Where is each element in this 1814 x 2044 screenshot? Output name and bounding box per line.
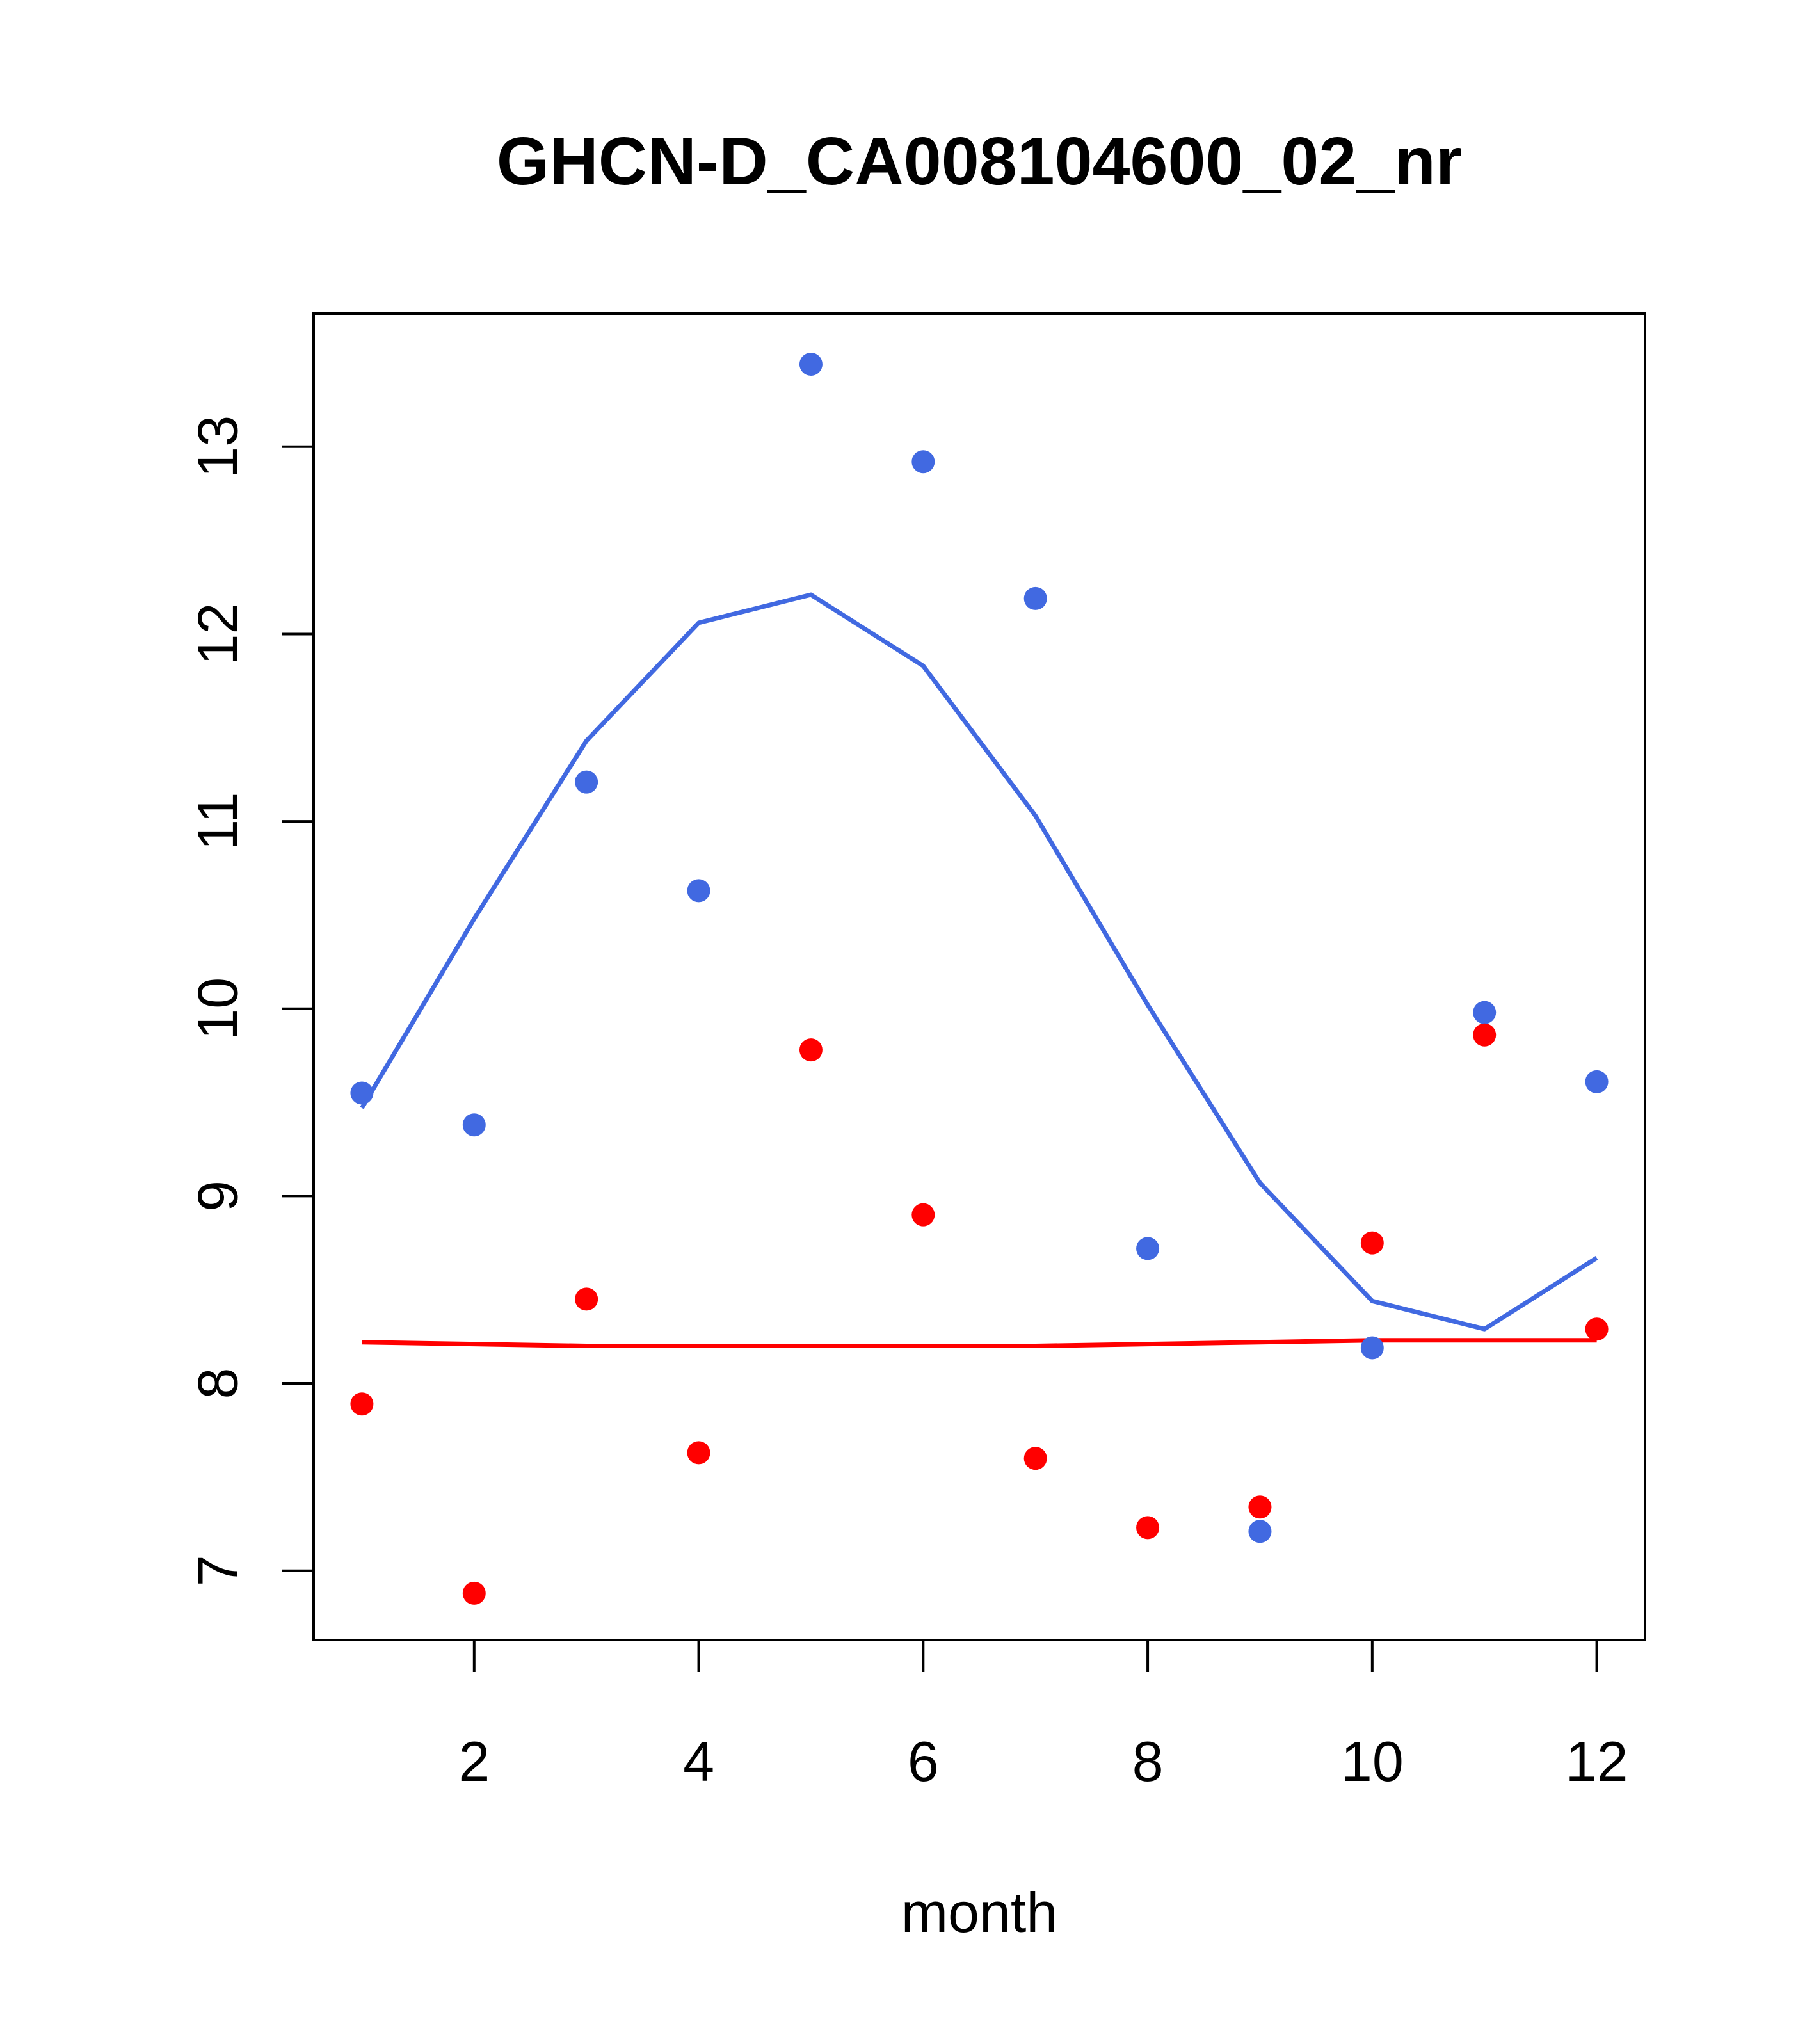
y-axis: 7 8 9 10 11 12 13: [186, 415, 315, 1586]
data-point: [462, 1581, 486, 1605]
series-lines: [360, 592, 1598, 1348]
x-axis-label: month: [901, 1881, 1058, 1944]
data-point: [1360, 1336, 1384, 1360]
y-tick-label: 10: [186, 978, 250, 1040]
x-tick-label: 4: [683, 1730, 714, 1793]
data-point: [575, 770, 598, 794]
data-point: [462, 1113, 486, 1137]
data-point: [1473, 1023, 1497, 1047]
data-point: [1248, 1495, 1272, 1519]
x-tick-label: 8: [1132, 1730, 1164, 1793]
data-point: [1023, 586, 1047, 610]
data-point: [350, 1081, 374, 1105]
data-point: [911, 1203, 935, 1227]
y-tick-label: 7: [186, 1555, 250, 1586]
data-point: [1136, 1237, 1160, 1260]
data-point: [1585, 1070, 1609, 1093]
chart-title: GHCN-D_CA008104600_02_nr: [497, 124, 1462, 199]
x-axis: 2 4 6 8 10 12: [458, 1639, 1628, 1793]
data-point: [1585, 1317, 1609, 1341]
y-tick-label: 9: [186, 1180, 250, 1212]
data-point: [1473, 1001, 1497, 1024]
y-tick-label: 13: [186, 415, 250, 478]
y-tick-label: 11: [186, 792, 250, 850]
data-point: [1360, 1231, 1384, 1255]
data-point: [799, 1038, 823, 1062]
data-point: [1023, 1447, 1047, 1470]
x-tick-label: 12: [1566, 1730, 1628, 1793]
y-tick-label: 12: [186, 602, 250, 665]
data-point: [911, 450, 935, 474]
data-point: [575, 1287, 598, 1311]
data-point: [799, 353, 823, 376]
data-point: [1248, 1520, 1272, 1543]
x-tick-label: 2: [458, 1730, 490, 1793]
x-tick-label: 6: [908, 1730, 939, 1793]
series-line-2: [360, 592, 1598, 1332]
data-point: [687, 1441, 710, 1465]
data-point: [350, 1392, 374, 1416]
x-tick-label: 10: [1341, 1730, 1404, 1793]
y-tick-label: 8: [186, 1368, 250, 1399]
data-point: [1136, 1516, 1160, 1540]
series-points: [350, 353, 1609, 1605]
data-point: [687, 879, 710, 903]
series-line-3: [362, 1338, 1597, 1348]
